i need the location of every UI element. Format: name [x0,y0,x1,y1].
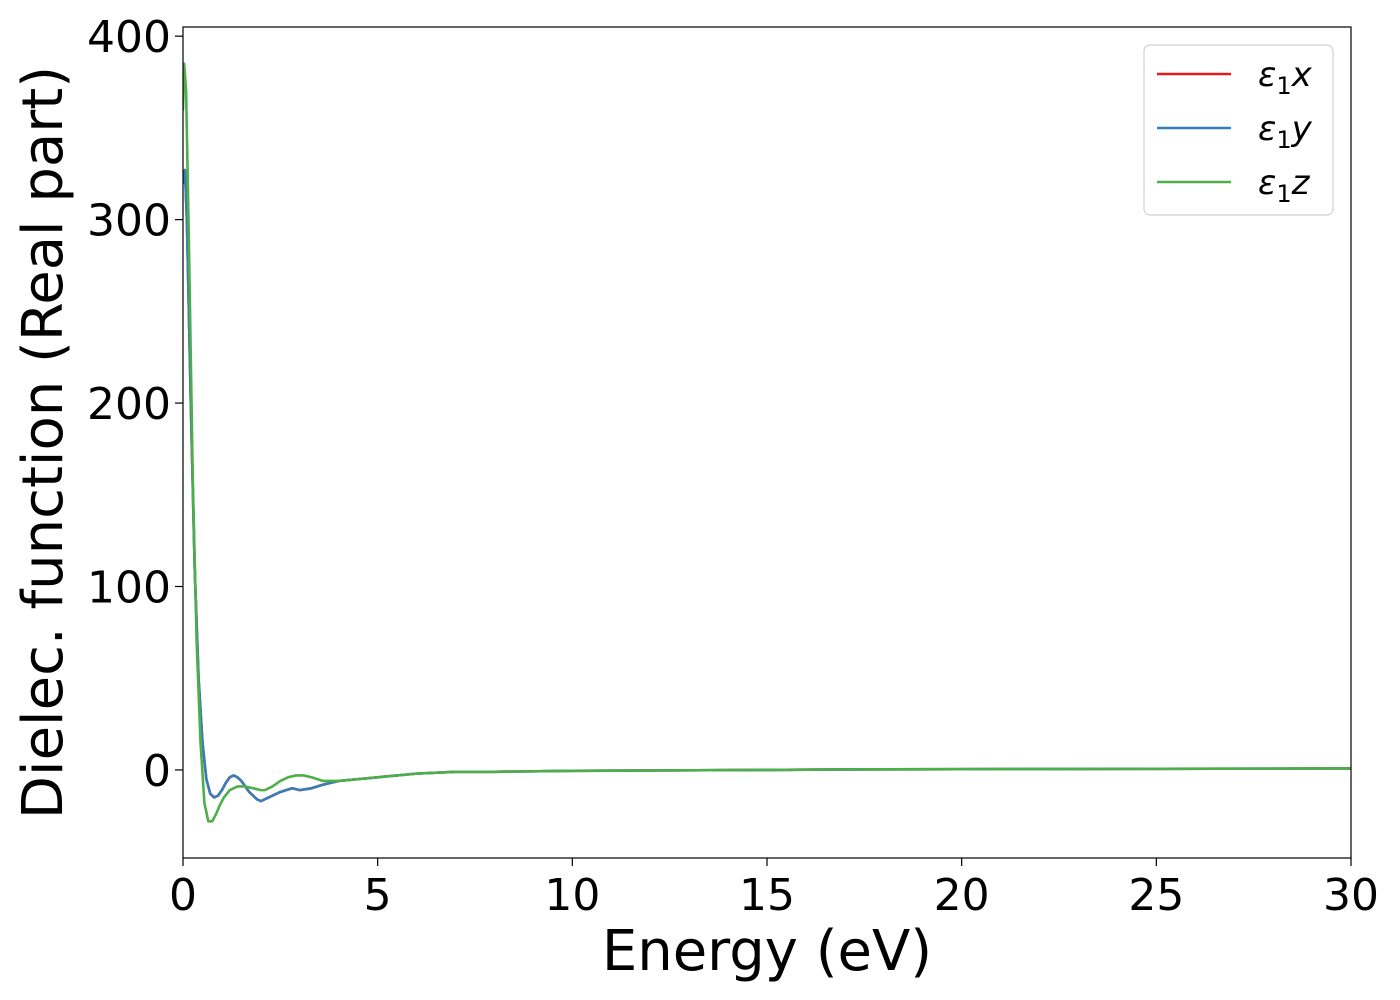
y-tick-label: 0 [143,746,171,797]
x-tick-label: 20 [934,870,990,921]
y-axis-title: Dielec. function (Real part) [11,66,76,819]
x-tick-label: 30 [1323,870,1379,921]
plot-area [183,62,1351,823]
legend-box [1143,44,1334,216]
x-tick-label: 0 [169,870,197,921]
series-line-y [183,168,1351,803]
y-tick-label: 400 [87,12,171,63]
legend-label-y: ε1y [1258,109,1313,154]
legend: ε1x ε1y ε1z [1143,44,1334,216]
x-tick-label: 10 [544,870,600,921]
x-axis: 0 5 10 15 20 25 30 [169,858,1379,921]
legend-label-x: ε1x [1258,55,1313,100]
y-tick-label: 300 [87,196,171,247]
legend-label-z: ε1z [1258,163,1311,208]
y-axis: 0 100 200 300 400 [87,12,183,797]
series-line-z [183,62,1351,823]
x-axis-title: Energy (eV) [602,919,932,984]
x-tick-label: 25 [1128,870,1184,921]
y-tick-label: 100 [87,563,171,614]
y-tick-label: 200 [87,379,171,430]
x-tick-label: 5 [364,870,392,921]
x-tick-label: 15 [739,870,795,921]
series-line-x [183,168,1351,803]
